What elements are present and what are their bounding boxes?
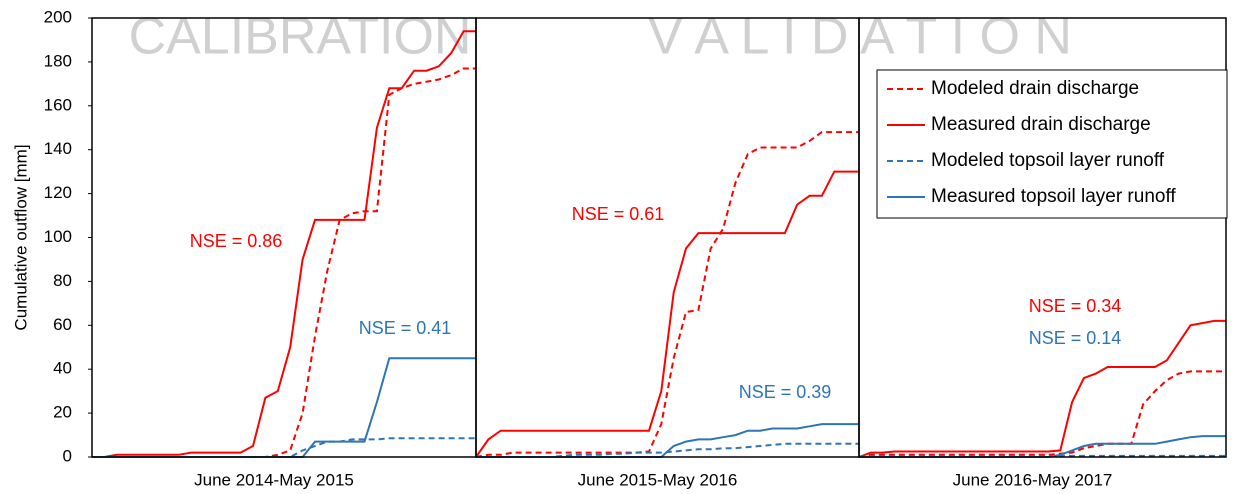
series-line bbox=[92, 67, 476, 458]
y-tick-label: 200 bbox=[44, 7, 72, 26]
y-tick-label: 80 bbox=[53, 271, 72, 290]
annotation: NSE = 0.14 bbox=[1029, 328, 1122, 348]
legend-label: Modeled topsoil layer runoff bbox=[931, 150, 1165, 171]
legend-label: Modeled drain discharge bbox=[931, 78, 1139, 99]
y-tick-label: 140 bbox=[44, 139, 72, 158]
y-tick-label: 20 bbox=[53, 403, 72, 422]
y-tick-label: 0 bbox=[63, 446, 72, 465]
series-line bbox=[475, 131, 859, 458]
x-axis-label: June 2014-May 2015 bbox=[194, 470, 354, 489]
y-tick-label: 60 bbox=[53, 315, 72, 334]
series-line bbox=[858, 370, 1226, 458]
annotation: NSE = 0.61 bbox=[572, 204, 665, 224]
legend-label: Measured drain discharge bbox=[931, 114, 1151, 135]
x-axis-label: June 2016-May 2017 bbox=[953, 470, 1113, 489]
series-line bbox=[476, 423, 859, 458]
annotation: NSE = 0.41 bbox=[359, 318, 452, 338]
x-axis-label: June 2015-May 2016 bbox=[578, 470, 738, 489]
series-line bbox=[858, 319, 1226, 458]
y-tick-label: 100 bbox=[44, 227, 72, 246]
y-tick-label: 120 bbox=[44, 183, 72, 202]
series-line bbox=[858, 454, 1226, 458]
y-tick-label: 40 bbox=[53, 359, 72, 378]
watermark: V A L I D A T I O N bbox=[648, 8, 1072, 66]
annotation: NSE = 0.34 bbox=[1029, 296, 1122, 316]
y-tick-label: 180 bbox=[44, 51, 72, 70]
y-axis-label: Cumulative outflow [mm] bbox=[11, 144, 30, 330]
annotation: NSE = 0.39 bbox=[739, 382, 832, 402]
annotation: NSE = 0.86 bbox=[190, 231, 283, 251]
panel-frame bbox=[858, 17, 1227, 458]
legend-box bbox=[876, 69, 1228, 219]
legend-label: Measured topsoil layer runoff bbox=[931, 186, 1176, 207]
y-tick-label: 160 bbox=[44, 95, 72, 114]
series-line bbox=[92, 357, 476, 458]
series-line bbox=[92, 30, 476, 458]
series-line bbox=[475, 170, 859, 458]
watermark: CALIBRATION bbox=[129, 8, 472, 66]
